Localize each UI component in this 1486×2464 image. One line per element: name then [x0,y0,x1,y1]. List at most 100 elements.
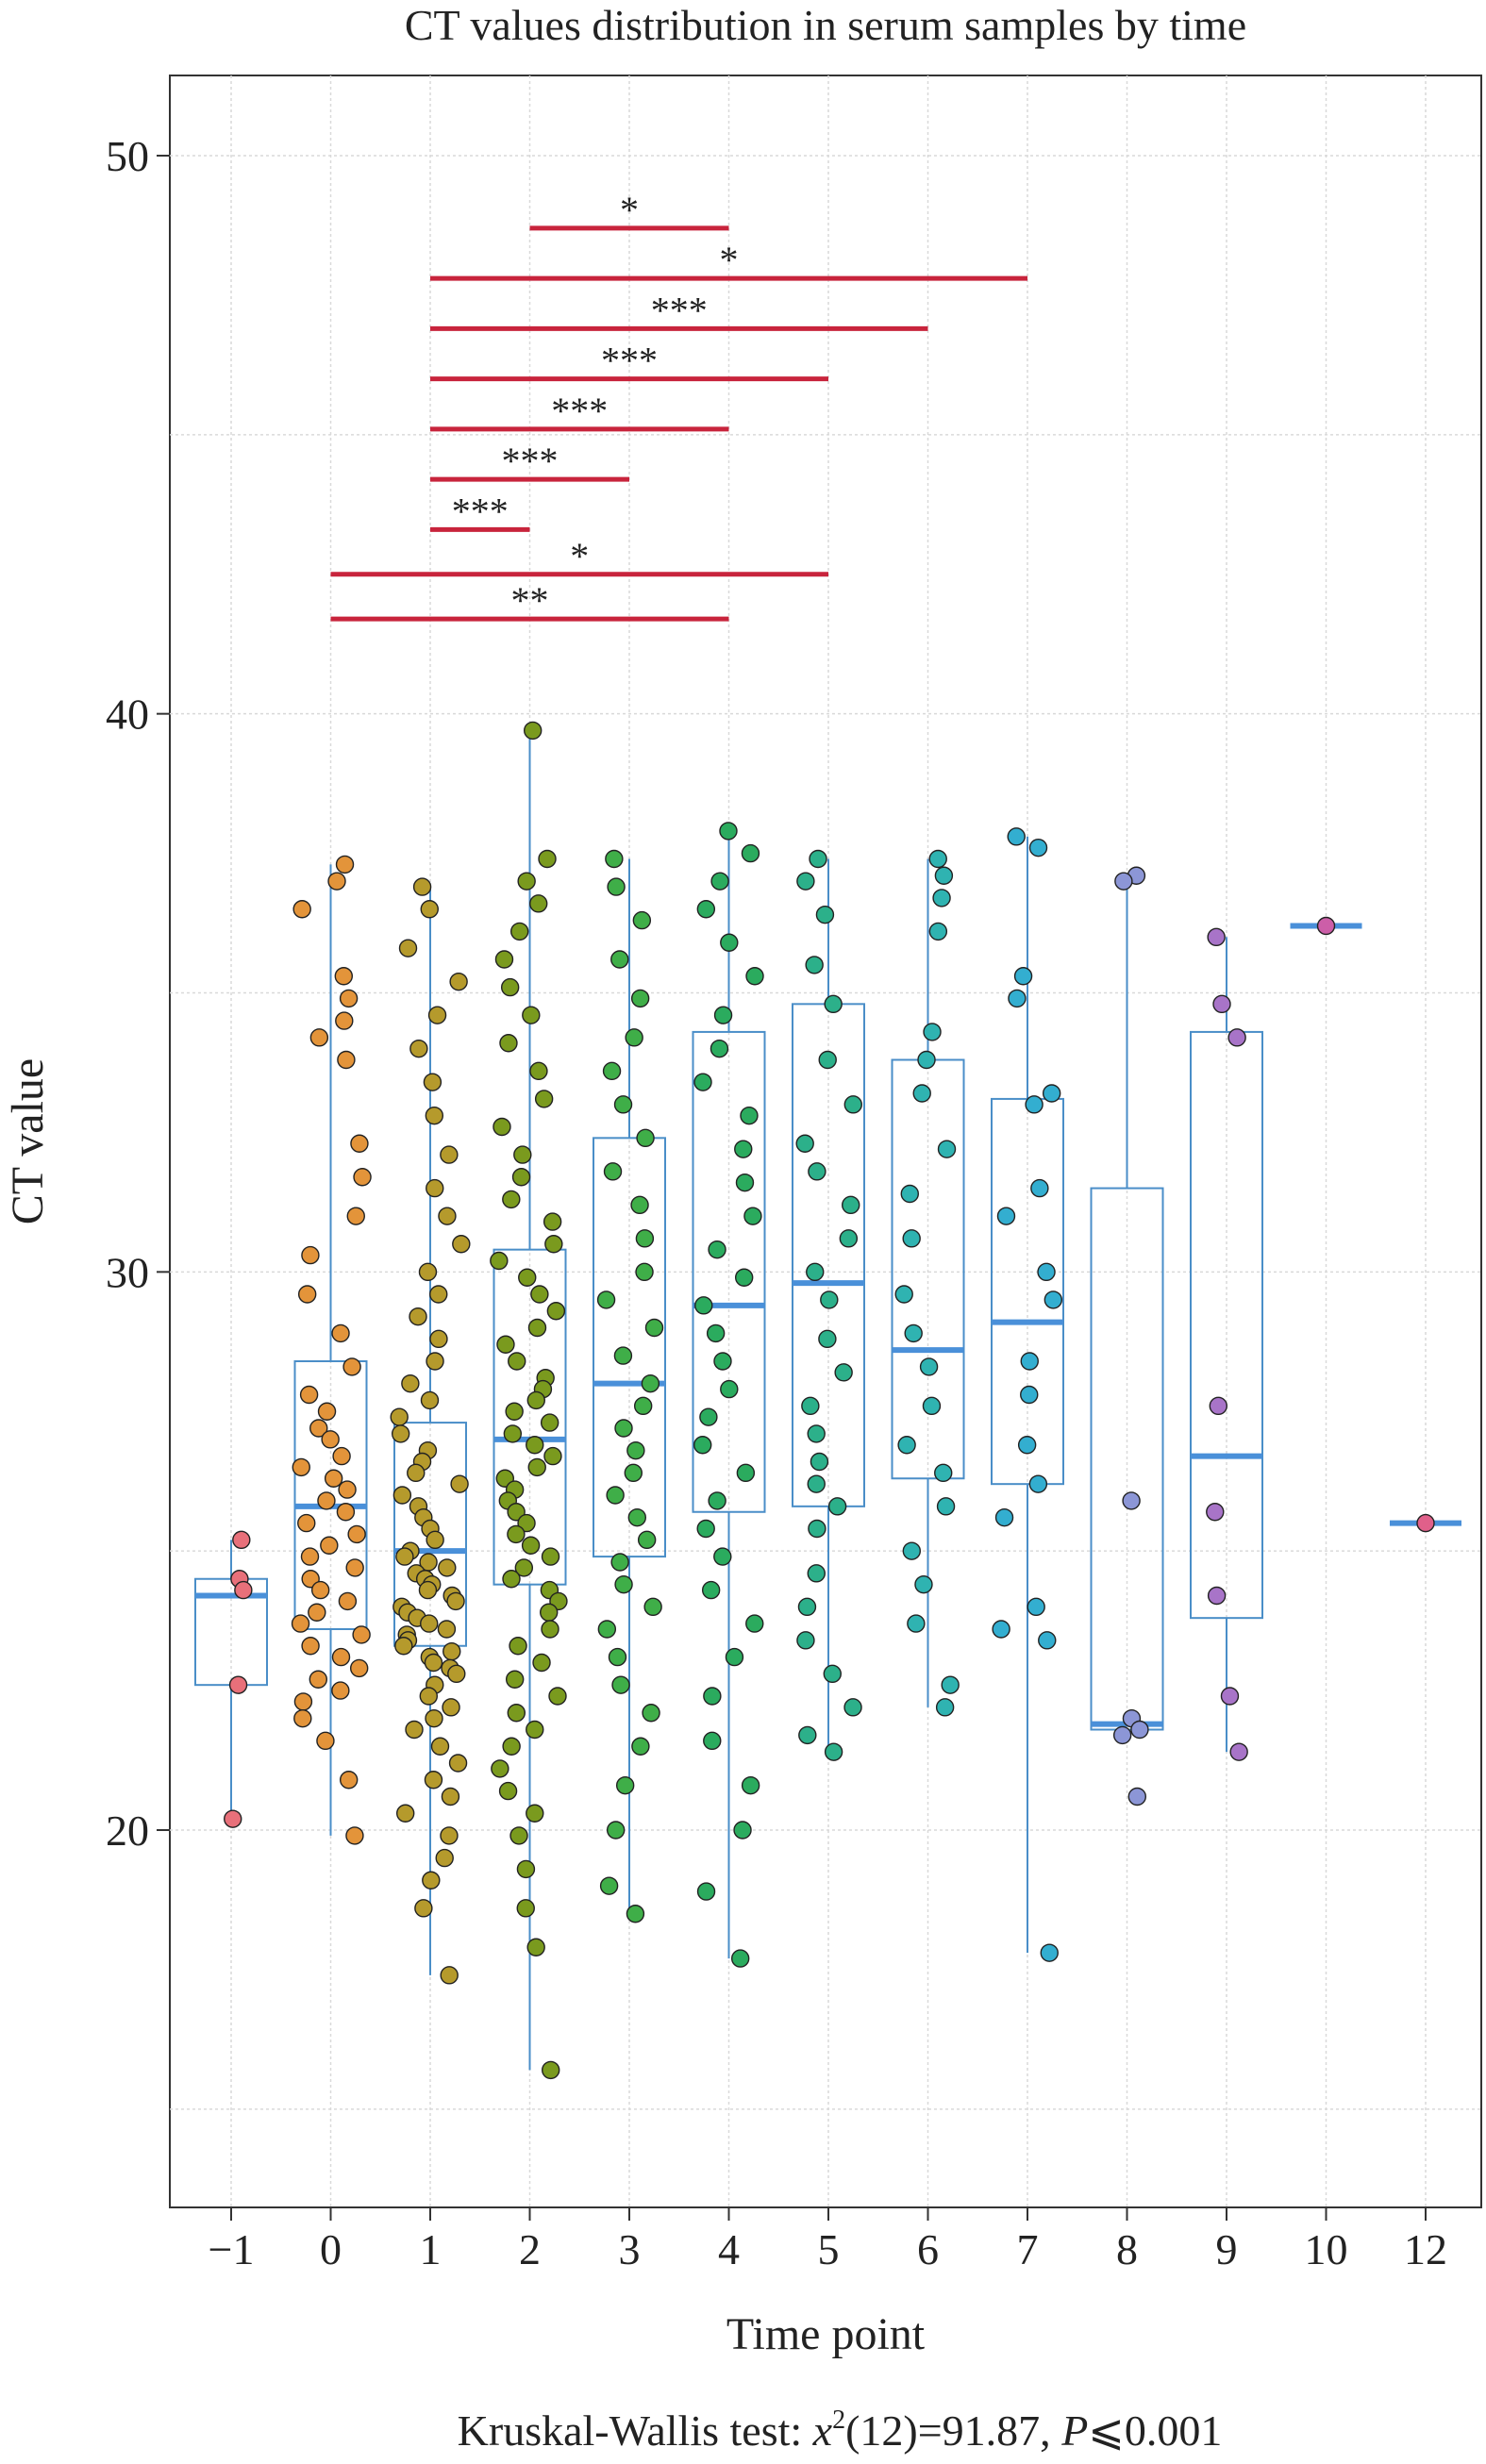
data-point [824,994,843,1014]
data-point [435,1848,454,1868]
data-point [442,1641,461,1661]
data-point [339,1771,359,1790]
y-axis-label: CT value [3,1058,53,1224]
data-point [526,1938,545,1956]
data-point [994,1507,1014,1527]
x-tick-label: 7 [1017,2225,1039,2273]
box [1190,1030,1263,1620]
data-point [1030,1178,1049,1198]
data-point [734,1268,754,1287]
data-point [301,1637,320,1656]
data-point [1040,1943,1059,1962]
data-point [741,843,760,863]
data-point [708,1240,726,1259]
data-point [541,1620,559,1639]
significance-label: * [570,535,589,577]
data-point [834,1363,853,1382]
data-point [641,1374,660,1393]
significance-brackets: ******************** [330,189,1027,622]
data-point [624,1463,643,1483]
data-point [631,1737,650,1756]
data-point [297,1513,316,1533]
data-point [1112,1725,1132,1745]
data-point [440,1826,459,1845]
data-point [331,1681,350,1700]
data-point [643,1597,662,1617]
data-point [425,1106,444,1125]
box-group [194,730,1461,2071]
data-point [1038,1631,1057,1650]
data-point [338,1480,357,1499]
data-point [526,1804,544,1823]
data-point [1013,967,1033,986]
data-point [308,1603,326,1622]
data-point [734,1140,753,1158]
data-point [309,1419,328,1438]
data-point [613,1095,633,1114]
data-point [801,1396,820,1416]
data-point [438,1558,457,1577]
data-point [1220,1687,1240,1706]
data-point [1316,916,1336,936]
data-point [823,1664,842,1684]
data-point [450,1474,469,1493]
data-point [292,1457,310,1477]
x-tick-label: 2 [519,2225,541,2273]
data-point [321,1430,340,1449]
data-point [809,849,827,869]
data-point [1416,1513,1435,1533]
data-point [518,1268,537,1287]
data-point [713,1352,732,1371]
data-point [626,1440,645,1460]
data-point [824,1742,843,1761]
data-point [309,1028,329,1047]
data-point [544,1235,563,1254]
box [593,1137,666,1558]
data-point [919,1357,939,1376]
data-point [630,989,650,1008]
data-point [493,1117,511,1137]
x-tick-label: 12 [1404,2225,1447,2273]
data-point [291,1614,310,1633]
data-point [633,1396,653,1416]
data-point [796,872,815,891]
data-point [917,1050,936,1070]
data-point [798,1725,817,1745]
data-point [297,1285,317,1304]
data-point [437,1620,457,1639]
data-point [996,1207,1016,1225]
data-point [509,1637,527,1656]
data-point [516,1899,535,1918]
data-point [409,1307,427,1326]
data-point [912,1084,931,1103]
data-point [517,1513,536,1533]
data-point [529,894,548,913]
data-point [401,1374,420,1393]
data-point [418,1262,438,1282]
data-point [807,1564,826,1583]
data-point [843,1095,862,1114]
data-point [1017,1436,1037,1455]
data-point [694,1296,713,1315]
data-point [331,1647,351,1667]
x-tick-label: −1 [209,2225,255,2273]
data-point [317,1402,337,1421]
data-point [529,1061,548,1081]
data-point [815,905,835,924]
x-tick-label: 3 [619,2225,641,2273]
data-point [807,1424,826,1443]
data-point [637,1530,657,1550]
x-tick-label: 1 [420,2225,442,2273]
data-point [1127,1787,1146,1806]
data-point [517,872,536,891]
data-point [429,1329,448,1349]
data-point [720,933,739,952]
data-point [907,1614,926,1633]
data-point [494,950,514,969]
data-point [543,1212,562,1231]
data-point [733,1821,752,1840]
data-point [232,1530,251,1550]
data-point [429,1285,448,1304]
data-point [902,1229,921,1248]
